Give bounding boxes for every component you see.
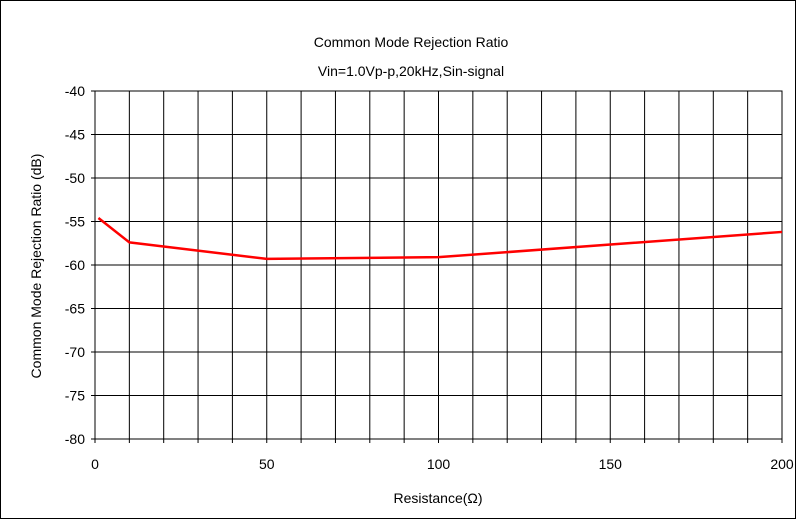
y-tick-label: -55 — [65, 214, 85, 230]
chart-subtitle: Vin=1.0Vp-p,20kHz,Sin-signal — [318, 63, 504, 79]
x-tick-label: 200 — [770, 456, 794, 472]
x-tick-label: 150 — [599, 456, 623, 472]
series-layer — [97, 217, 783, 261]
x-tick-label: 50 — [259, 456, 275, 472]
x-tick-label: 0 — [91, 456, 99, 472]
cmrr-series-line — [97, 217, 783, 261]
chart-title: Common Mode Rejection Ratio — [314, 34, 509, 50]
y-tick-label: -40 — [65, 83, 85, 99]
x-axis-label: Resistance(Ω) — [393, 490, 482, 506]
y-tick-label: -60 — [65, 257, 85, 273]
y-tick-label: -75 — [65, 388, 85, 404]
plot-area-border — [94, 90, 783, 440]
x-tick-label: 100 — [427, 456, 451, 472]
y-tick-label: -45 — [65, 127, 85, 143]
y-tick-label: -70 — [65, 344, 85, 360]
y-tick-label: -80 — [65, 431, 85, 447]
grid-layer — [91, 90, 783, 443]
tick-labels: -40 -45 -50 -55 -60 -65 -70 -75 -80 0 50 100 150 200 — [65, 83, 794, 472]
y-tick-label: -50 — [65, 170, 85, 186]
y-tick-label: -65 — [65, 301, 85, 317]
y-axis-label: Common Mode Rejection Ratio (dB) — [28, 154, 44, 379]
